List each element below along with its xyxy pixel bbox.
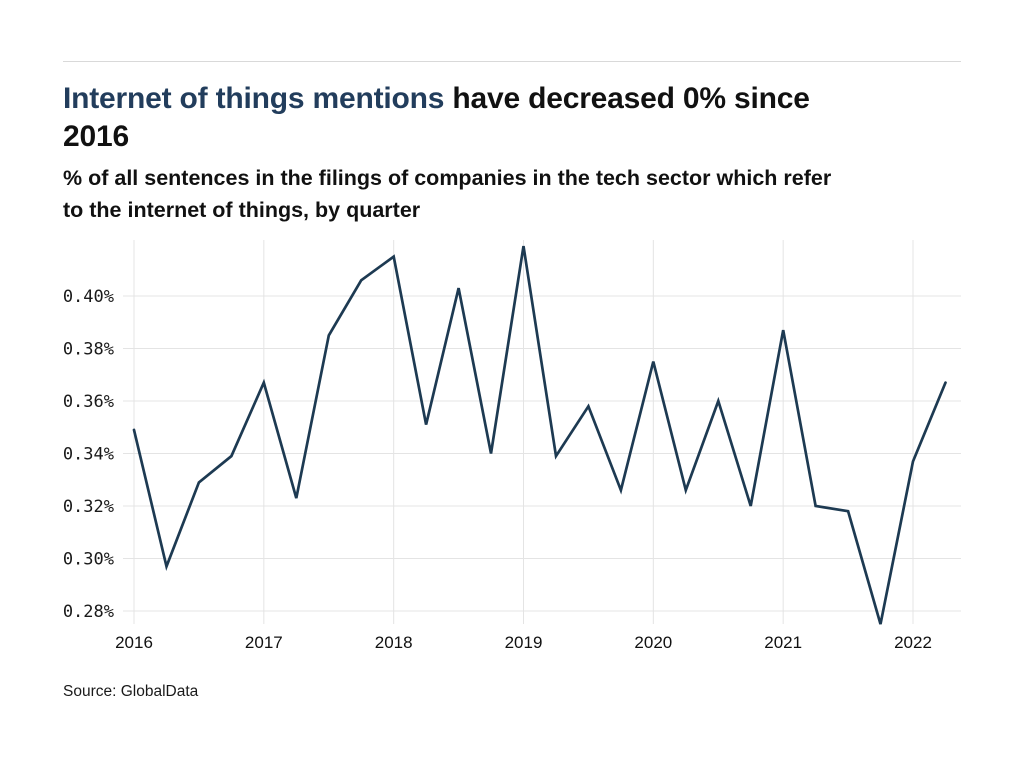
title-line2: 2016 — [63, 120, 129, 153]
page-title: Internet of things mentions have decreas… — [63, 80, 983, 156]
title-rest: have decreased 0% since — [444, 82, 810, 115]
x-tick-label: 2018 — [375, 633, 413, 652]
top-divider — [63, 61, 961, 62]
x-tick-label: 2020 — [634, 633, 672, 652]
y-tick-label: 0.38% — [63, 340, 114, 360]
source-caption: Source: GlobalData — [63, 683, 199, 700]
y-tick-label: 0.28% — [63, 602, 114, 622]
subtitle-line2: to the internet of things, by quarter — [63, 198, 421, 222]
y-tick-label: 0.32% — [63, 497, 114, 517]
chart-subtitle: % of all sentences in the filings of com… — [63, 162, 983, 226]
y-tick-label: 0.30% — [63, 549, 114, 569]
x-tick-label: 2021 — [764, 633, 802, 652]
line-chart: 0.28% 0.30% 0.32% 0.34% 0.36% 0.38% 0.40% 2016 2… — [63, 240, 961, 652]
y-tick-label: 0.40% — [63, 287, 114, 307]
x-tick-label: 2016 — [115, 633, 153, 652]
subtitle-line1: % of all sentences in the filings of com… — [63, 166, 832, 190]
title-highlight: Internet of things mentions — [63, 82, 445, 115]
y-tick-label: 0.36% — [63, 392, 114, 412]
x-tick-label: 2022 — [894, 633, 932, 652]
data-series-line — [132, 245, 947, 625]
x-tick-label: 2019 — [505, 633, 543, 652]
y-tick-label: 0.34% — [63, 444, 114, 464]
x-tick-label: 2017 — [245, 633, 283, 652]
